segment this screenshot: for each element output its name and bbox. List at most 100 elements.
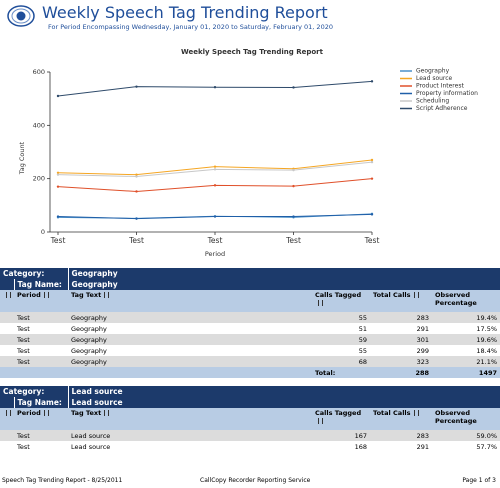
cell: Geography	[68, 312, 313, 323]
legend-label: Property information	[416, 90, 478, 97]
column-header-text: Observed Percentage	[435, 409, 477, 425]
point	[56, 185, 60, 188]
data-row: Test Geography 55 299 18.4%	[0, 345, 500, 356]
cell: Test	[14, 323, 69, 334]
point	[292, 86, 295, 89]
legend-label: Geography	[416, 68, 450, 75]
spacer	[0, 397, 15, 408]
footer-center: CallCopy Recorder Reporting Service	[200, 477, 311, 484]
point	[56, 173, 60, 176]
total-value: 1497	[432, 367, 500, 378]
column-header[interactable]: Period	[14, 290, 69, 312]
column-header[interactable]: Tag Text	[68, 408, 313, 430]
spacer	[0, 312, 14, 323]
column-header[interactable]: Period	[14, 408, 69, 430]
sort-icon[interactable]	[318, 418, 324, 424]
cell: 17.5%	[432, 323, 500, 334]
column-header-text: Calls Tagged	[315, 291, 362, 299]
column-header-text: Tag Text	[71, 291, 102, 299]
cell: 291	[370, 441, 433, 452]
cell: 55	[312, 345, 371, 356]
cell: 168	[312, 441, 371, 452]
column-header[interactable]: Calls Tagged	[312, 290, 371, 312]
y-tick-label: 400	[33, 121, 45, 129]
legend-label: Product Interest	[416, 83, 464, 90]
cell: Test	[14, 345, 69, 356]
cell: 51	[312, 323, 371, 334]
point	[135, 85, 138, 88]
point	[213, 86, 217, 89]
cell: Test	[14, 312, 69, 323]
cell: 59.0%	[432, 430, 500, 441]
x-axis-label: Period	[205, 250, 225, 258]
column-header[interactable]: Observed Percentage	[432, 408, 500, 430]
total-row: Total:288149719.2%	[0, 367, 500, 378]
point	[135, 175, 138, 178]
point	[56, 215, 60, 218]
cell: 301	[370, 334, 433, 345]
total-value: 288	[370, 367, 433, 378]
cell: Test	[14, 334, 69, 345]
column-header[interactable]: Calls Tagged	[312, 408, 371, 430]
cell: 323	[370, 356, 433, 367]
report-subtitle: For Period Encompassing Wednesday, Janua…	[48, 23, 333, 31]
column-header[interactable]: Total Calls	[370, 290, 433, 312]
sort-icon	[6, 410, 11, 416]
column-header-text: Period	[17, 409, 41, 417]
sort-icon[interactable]	[104, 292, 110, 298]
cell: 68	[312, 356, 371, 367]
column-header[interactable]: Observed Percentage	[432, 290, 500, 312]
report-table: Category: Lead source Tag Name: Lead source…	[0, 386, 500, 452]
point	[370, 80, 374, 83]
column-header-text: Calls Tagged	[315, 409, 362, 417]
sort-icon[interactable]	[43, 410, 49, 416]
point	[135, 217, 138, 220]
spacer	[0, 334, 14, 345]
data-row: Test Geography 55 283 19.4%	[0, 312, 500, 323]
category-row: Category: Lead source	[0, 386, 500, 397]
tag-name-label: Tag Name:	[14, 397, 69, 408]
cell: 167	[312, 430, 371, 441]
data-row: Test Geography 51 291 17.5%	[0, 323, 500, 334]
tag-name-label: Tag Name:	[14, 279, 69, 290]
cell: Geography	[68, 356, 313, 367]
spacer	[0, 367, 313, 378]
legend-label: Script Adherence	[416, 105, 468, 112]
column-header-text: Tag Text	[71, 409, 102, 417]
category-label: Category:	[0, 268, 69, 279]
spacer	[0, 356, 14, 367]
point	[292, 184, 295, 188]
x-tick-label: Test	[50, 236, 66, 245]
sort-all[interactable]	[0, 408, 14, 430]
cell: 57.7%	[432, 441, 500, 452]
tag-name-value: Geography	[68, 279, 500, 290]
cell: Geography	[68, 345, 313, 356]
sort-icon[interactable]	[104, 410, 110, 416]
footer-right: Page 1 of 3	[462, 477, 496, 484]
point	[370, 158, 374, 162]
column-header[interactable]: Total Calls	[370, 408, 433, 430]
y-tick-label: 600	[33, 68, 45, 76]
cell: Test	[14, 441, 69, 452]
sort-icon[interactable]	[43, 292, 49, 298]
sort-icon	[6, 292, 11, 298]
x-tick-label: Test	[128, 236, 144, 245]
point	[135, 173, 138, 176]
column-header[interactable]: Tag Text	[68, 290, 313, 312]
category-label: Category:	[0, 386, 69, 397]
cell: 283	[370, 430, 433, 441]
sort-all[interactable]	[0, 290, 14, 312]
cell: Test	[14, 356, 69, 367]
cell: 55	[312, 312, 371, 323]
sort-icon[interactable]	[413, 292, 419, 298]
y-axis-label: Tag Count	[18, 141, 26, 175]
sort-icon[interactable]	[413, 410, 419, 416]
sort-icon[interactable]	[318, 300, 324, 306]
legend-label: Lead source	[416, 75, 453, 82]
cell: Geography	[68, 334, 313, 345]
cell: 283	[370, 312, 433, 323]
point	[370, 177, 374, 180]
point	[292, 168, 295, 172]
series-line	[57, 80, 373, 97]
total-label: Total:	[312, 367, 371, 378]
